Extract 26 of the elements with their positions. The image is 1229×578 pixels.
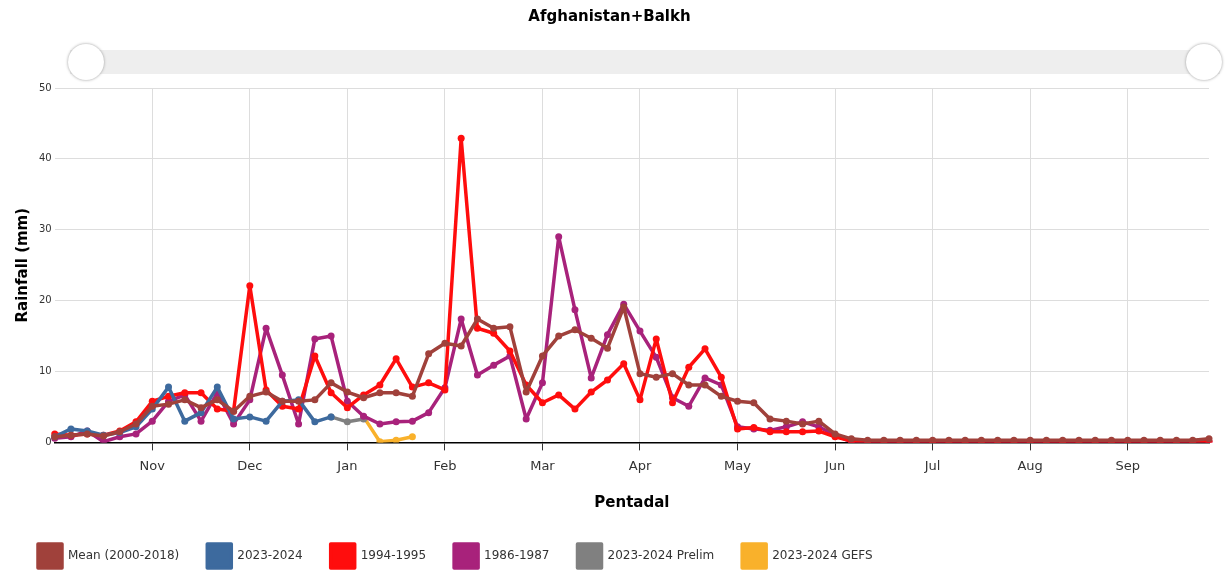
legend-label: Mean (2000-2018) — [68, 548, 180, 563]
y-tick-label: 20 — [38, 294, 52, 306]
chart-title: Afghanistan+Balkh — [528, 6, 691, 25]
y-tick-label: 0 — [45, 435, 52, 447]
x-tick-label: Aug — [1017, 457, 1043, 473]
x-tick-label: Feb — [433, 457, 457, 473]
legend-label: 2023-2024 Prelim — [607, 548, 715, 563]
x-axis-title: Pentadal — [594, 492, 670, 511]
x-tick-label: Nov — [139, 457, 166, 473]
x-tick-label: Sep — [1115, 457, 1140, 473]
y-tick-label: 10 — [38, 365, 52, 377]
x-tick-label: Jun — [823, 457, 846, 473]
y-tick-label: 40 — [38, 152, 52, 164]
legend-label: 2023-2024 — [237, 548, 303, 563]
x-tick-label: Mar — [530, 457, 556, 473]
legend-label: 1986-1987 — [484, 548, 550, 563]
y-tick-label: 30 — [38, 223, 52, 235]
x-tick-label: Jan — [336, 457, 358, 473]
legend-label: 1994-1995 — [360, 548, 427, 563]
x-tick-label: Dec — [237, 457, 263, 473]
x-tick-label: Apr — [628, 457, 652, 473]
legend-label: 2023-2024 GEFS — [772, 548, 873, 563]
y-tick-label: 50 — [38, 81, 52, 93]
x-tick-label: May — [724, 457, 752, 473]
y-axis-title: Rainfall (mm) — [12, 207, 31, 323]
x-tick-label: Jul — [923, 457, 941, 473]
